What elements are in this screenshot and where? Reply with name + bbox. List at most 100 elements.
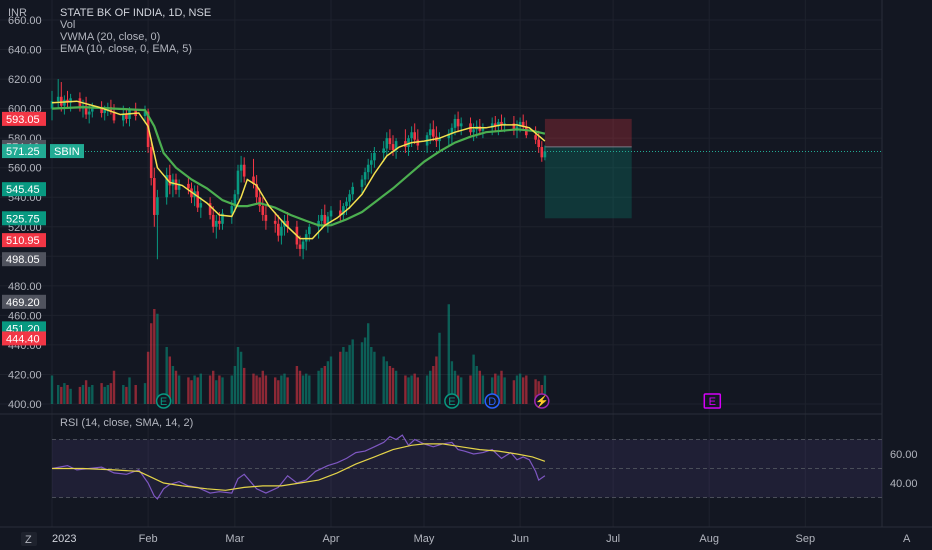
candle-body[interactable] bbox=[264, 214, 268, 221]
candle-body[interactable] bbox=[540, 147, 544, 158]
candle-body[interactable] bbox=[50, 101, 54, 109]
short-position-tool[interactable] bbox=[52, 118, 882, 219]
candle-body[interactable] bbox=[323, 214, 327, 224]
candle-body[interactable] bbox=[230, 206, 234, 214]
candle-body[interactable] bbox=[450, 127, 454, 134]
candle-body[interactable] bbox=[91, 108, 94, 112]
candle-body[interactable] bbox=[277, 223, 280, 236]
candle-body[interactable] bbox=[236, 170, 240, 195]
candle-body[interactable] bbox=[370, 160, 373, 165]
timezone-icon[interactable]: Z bbox=[21, 532, 37, 546]
candle-body[interactable] bbox=[149, 147, 153, 179]
price-tag[interactable]: 498.05 bbox=[2, 252, 46, 267]
price-tag[interactable]: 525.75 bbox=[2, 211, 46, 226]
symbol-badge[interactable]: SBIN bbox=[50, 144, 84, 159]
candle-body[interactable] bbox=[497, 121, 500, 127]
candle-body[interactable] bbox=[490, 123, 494, 128]
candle-body[interactable] bbox=[339, 210, 342, 215]
candle-body[interactable] bbox=[518, 121, 522, 127]
price-tag[interactable]: 444.40 bbox=[2, 331, 46, 346]
dividend-marker[interactable]: D bbox=[484, 393, 500, 409]
candle-body[interactable] bbox=[208, 203, 212, 215]
candle-body[interactable] bbox=[329, 210, 333, 217]
candle-body[interactable] bbox=[534, 135, 537, 140]
candle-body[interactable] bbox=[143, 111, 147, 116]
candle-body[interactable] bbox=[78, 98, 82, 109]
candle-body[interactable] bbox=[187, 183, 190, 189]
candle-body[interactable] bbox=[481, 127, 485, 131]
candle-body[interactable] bbox=[363, 172, 367, 180]
auto-scale-button[interactable]: A bbox=[903, 533, 911, 545]
candle-body[interactable] bbox=[280, 226, 283, 236]
price-tag[interactable]: 545.45 bbox=[2, 182, 46, 197]
candle-body[interactable] bbox=[388, 138, 392, 145]
candle-body[interactable] bbox=[103, 110, 106, 114]
candle-body[interactable] bbox=[342, 206, 345, 215]
candle-body[interactable] bbox=[447, 133, 451, 139]
candle-body[interactable] bbox=[453, 118, 457, 128]
candle-body[interactable] bbox=[100, 108, 103, 114]
symbol-title[interactable]: STATE BK OF INDIA, 1D, NSE bbox=[60, 7, 211, 19]
rsi-pane[interactable] bbox=[51, 434, 882, 500]
candle-body[interactable] bbox=[211, 214, 215, 227]
candle-body[interactable] bbox=[407, 138, 410, 148]
candle-body[interactable] bbox=[382, 148, 385, 153]
candle-body[interactable] bbox=[428, 129, 432, 136]
candle-body[interactable] bbox=[215, 220, 218, 227]
candle-body[interactable] bbox=[537, 139, 540, 148]
candle-body[interactable] bbox=[432, 129, 435, 137]
candle-body[interactable] bbox=[125, 114, 128, 119]
earnings-marker[interactable]: E bbox=[444, 393, 460, 409]
candle-body[interactable] bbox=[258, 197, 261, 207]
candle-body[interactable] bbox=[521, 121, 525, 127]
price-tag[interactable]: 469.20 bbox=[2, 294, 46, 309]
candle-body[interactable] bbox=[394, 141, 398, 150]
candle-body[interactable] bbox=[87, 111, 91, 115]
candle-body[interactable] bbox=[255, 183, 258, 198]
candle-body[interactable] bbox=[391, 144, 395, 150]
vwma-indicator-label[interactable]: VWMA (20, close, 0) bbox=[60, 31, 160, 43]
price-tag[interactable]: 510.95 bbox=[2, 233, 46, 248]
candle-body[interactable] bbox=[304, 234, 308, 242]
candle-body[interactable] bbox=[512, 123, 516, 131]
candle-body[interactable] bbox=[410, 132, 413, 139]
candle-body[interactable] bbox=[298, 244, 302, 249]
candle-body[interactable] bbox=[348, 194, 351, 202]
candle-body[interactable] bbox=[199, 203, 203, 208]
candle-body[interactable] bbox=[165, 175, 168, 198]
candle-body[interactable] bbox=[351, 186, 354, 195]
earnings-marker[interactable]: E bbox=[155, 393, 172, 409]
candle-body[interactable] bbox=[360, 179, 364, 187]
candle-body[interactable] bbox=[478, 126, 482, 131]
candle-body[interactable] bbox=[273, 220, 277, 224]
candle-body[interactable] bbox=[456, 118, 460, 127]
candle-body[interactable] bbox=[252, 176, 255, 184]
candle-body[interactable] bbox=[320, 214, 323, 221]
candle-body[interactable] bbox=[218, 220, 221, 224]
candle-body[interactable] bbox=[112, 111, 116, 121]
candle-body[interactable] bbox=[308, 226, 311, 235]
candle-body[interactable] bbox=[373, 152, 376, 161]
candle-body[interactable] bbox=[196, 191, 199, 208]
event-markers[interactable]: E E D ⚡ E bbox=[155, 393, 722, 409]
candle-body[interactable] bbox=[242, 164, 246, 177]
volume-indicator-label[interactable]: Vol bbox=[60, 19, 75, 31]
candle-body[interactable] bbox=[472, 129, 475, 133]
candle-body[interactable] bbox=[168, 175, 172, 186]
price-tag[interactable]: 593.05 bbox=[2, 111, 46, 126]
time-axis[interactable]: 2023 Feb Mar Apr May Jun Jul Aug Sep bbox=[52, 533, 815, 545]
price-axis[interactable]: 660.00640.00620.00600.00580.00560.00540.… bbox=[2, 15, 84, 411]
candle-body[interactable] bbox=[153, 178, 156, 215]
candle-body[interactable] bbox=[69, 98, 72, 103]
earnings-future-marker[interactable]: E bbox=[703, 393, 722, 409]
candle-body[interactable] bbox=[286, 220, 289, 227]
rsi-indicator-label[interactable]: RSI (14, close, SMA, 14, 2) bbox=[60, 417, 193, 429]
candle-body[interactable] bbox=[239, 164, 243, 171]
stop-loss-zone[interactable] bbox=[544, 118, 632, 147]
candle-body[interactable] bbox=[345, 201, 348, 207]
candle-body[interactable] bbox=[459, 123, 463, 127]
candle-body[interactable] bbox=[261, 206, 265, 215]
candle-body[interactable] bbox=[503, 123, 506, 125]
candle-body[interactable] bbox=[56, 96, 60, 102]
